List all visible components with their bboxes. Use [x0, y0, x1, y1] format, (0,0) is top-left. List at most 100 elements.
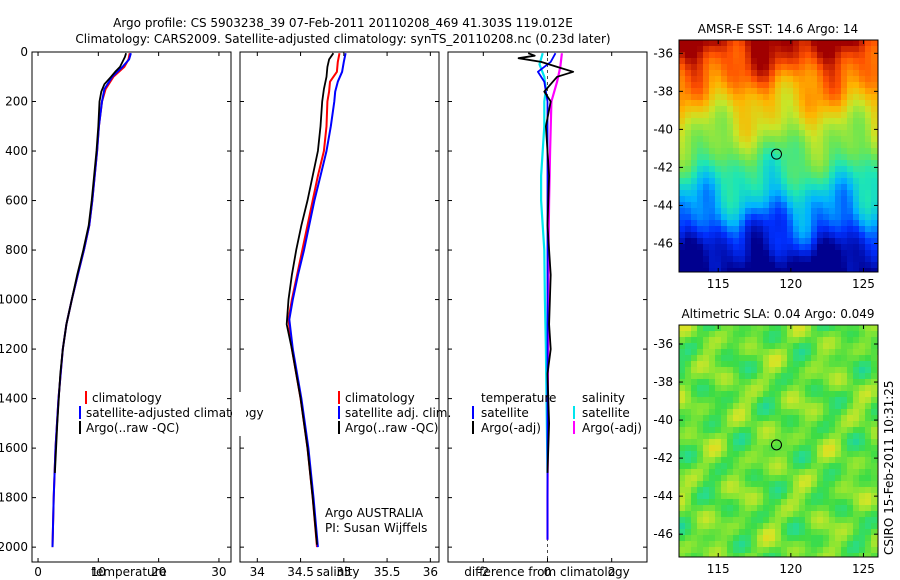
- sst-cell: [841, 112, 848, 119]
- x-tick-label: 36: [423, 565, 438, 579]
- sst-cell: [721, 262, 728, 269]
- sla-cell: [847, 439, 854, 446]
- sst-cell: [715, 214, 722, 221]
- sla-cell: [733, 331, 740, 338]
- sla-cell: [721, 325, 728, 332]
- sla-cell: [691, 529, 698, 536]
- sla-cell: [697, 529, 704, 536]
- sst-cell: [769, 46, 776, 53]
- sla-cell: [697, 481, 704, 488]
- sst-cell: [799, 130, 806, 137]
- sla-cell: [685, 457, 692, 464]
- sla-cell: [853, 463, 860, 470]
- sst-cell: [733, 238, 740, 245]
- sla-cell: [685, 343, 692, 350]
- sla-cell: [721, 439, 728, 446]
- sst-cell: [853, 118, 860, 125]
- sla-cell: [853, 373, 860, 380]
- sla-cell: [811, 499, 818, 506]
- sst-cell: [823, 130, 830, 137]
- sla-cell: [709, 391, 716, 398]
- sst-cell: [859, 226, 866, 233]
- sst-cell: [799, 40, 806, 47]
- sla-cell: [733, 325, 740, 332]
- sst-cell: [721, 58, 728, 65]
- sla-cell: [871, 397, 878, 404]
- sst-cell: [757, 190, 764, 197]
- sst-cell: [679, 148, 686, 155]
- sst-cell: [721, 190, 728, 197]
- sst-cell: [727, 154, 734, 161]
- sst-cell: [799, 160, 806, 167]
- sst-cell: [697, 232, 704, 239]
- sst-cell: [679, 262, 686, 269]
- sla-cell: [847, 355, 854, 362]
- sla-cell: [757, 331, 764, 338]
- sst-cell: [835, 268, 842, 272]
- sst-cell: [817, 268, 824, 272]
- sla-cell: [709, 487, 716, 494]
- sst-cell: [859, 178, 866, 185]
- sst-cell: [835, 130, 842, 137]
- sla-cell: [721, 511, 728, 518]
- sst-cell: [751, 106, 758, 113]
- sla-cell: [715, 523, 722, 530]
- sst-cell: [727, 46, 734, 53]
- sla-cell: [787, 427, 794, 434]
- sst-cell: [823, 58, 830, 65]
- sst-cell: [685, 106, 692, 113]
- sst-cell: [793, 196, 800, 203]
- sst-cell: [805, 124, 812, 131]
- sla-cell: [793, 415, 800, 422]
- sla-cell: [757, 373, 764, 380]
- sst-cell: [799, 64, 806, 71]
- sla-cell: [763, 523, 770, 530]
- sst-cell: [859, 244, 866, 251]
- sla-cell: [805, 463, 812, 470]
- sst-cell: [763, 268, 770, 272]
- sla-cell: [805, 415, 812, 422]
- sst-cell: [817, 256, 824, 263]
- sla-cell: [841, 457, 848, 464]
- sla-cell: [739, 337, 746, 344]
- sst-cell: [793, 142, 800, 149]
- sst-cell: [781, 220, 788, 227]
- sla-cell: [775, 409, 782, 416]
- sla-cell: [685, 355, 692, 362]
- sla-cell: [691, 385, 698, 392]
- sst-cell: [703, 214, 710, 221]
- sla-cell: [751, 481, 758, 488]
- sla-cell: [733, 463, 740, 470]
- sla-cell: [739, 409, 746, 416]
- sla-cell: [727, 475, 734, 482]
- sst-cell: [679, 136, 686, 143]
- sst-cell: [871, 268, 878, 272]
- sla-cell: [799, 433, 806, 440]
- sst-cell: [745, 70, 752, 77]
- sst-cell: [697, 172, 704, 179]
- sst-cell: [847, 202, 854, 209]
- sla-cell: [871, 481, 878, 488]
- sst-cell: [835, 40, 842, 47]
- sla-cell: [847, 481, 854, 488]
- sst-cell: [871, 244, 878, 251]
- sst-cell: [691, 130, 698, 137]
- sla-cell: [769, 355, 776, 362]
- sst-cell: [733, 100, 740, 107]
- sst-cell: [793, 172, 800, 179]
- sla-cell: [763, 487, 770, 494]
- sst-cell: [703, 46, 710, 53]
- sst-cell: [685, 166, 692, 173]
- sla-cell: [799, 379, 806, 386]
- sst-cell: [763, 118, 770, 125]
- sla-cell: [781, 463, 788, 470]
- sla-cell: [859, 439, 866, 446]
- sst-cell: [853, 124, 860, 131]
- sla-cell: [781, 517, 788, 524]
- sla-cell: [757, 457, 764, 464]
- sst-cell: [781, 100, 788, 107]
- sla-cell: [829, 361, 836, 368]
- sla-cell: [709, 403, 716, 410]
- sst-cell: [853, 130, 860, 137]
- sst-cell: [751, 40, 758, 47]
